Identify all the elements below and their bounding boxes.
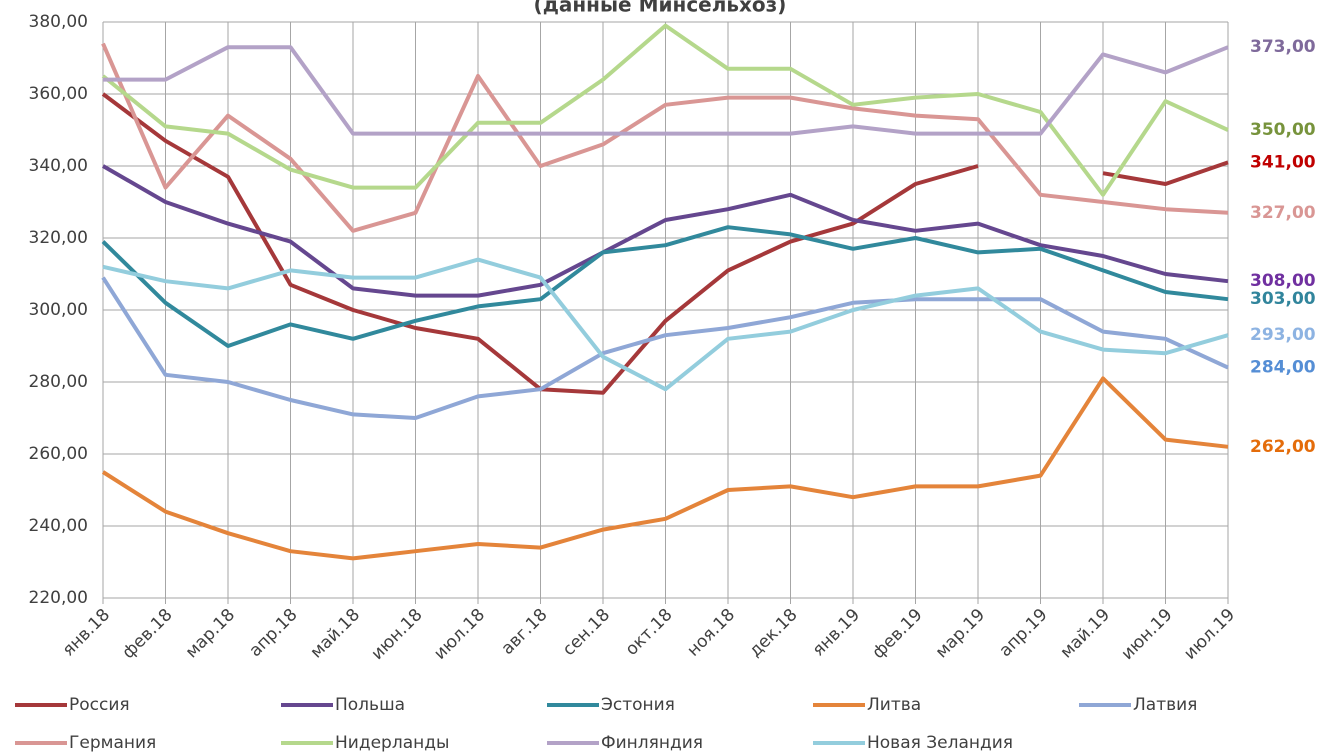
x-tick-label: мар.19 — [932, 605, 989, 662]
y-tick-label: 280,00 — [29, 372, 88, 392]
end-value-label: 341,00 — [1250, 152, 1316, 172]
x-tick-label: май.19 — [1057, 605, 1115, 663]
legend-label: Нидерланды — [335, 733, 449, 753]
x-tick-label: янв.19 — [809, 605, 864, 660]
y-tick-label: 300,00 — [29, 300, 88, 320]
x-tick-label: окт.18 — [622, 605, 677, 660]
end-value-label: 327,00 — [1250, 203, 1316, 223]
legend-label: Новая Зеландия — [867, 733, 1013, 753]
x-tick-label: апр.18 — [245, 605, 301, 661]
x-tick-label: июн.18 — [368, 605, 427, 664]
legend-label: Германия — [69, 733, 156, 753]
x-tick-label: фев.19 — [869, 605, 927, 663]
legend-label: Россия — [69, 695, 130, 715]
x-tick-label: июл.18 — [430, 605, 489, 664]
legend-label: Финляндия — [601, 733, 703, 753]
end-value-label: 262,00 — [1250, 437, 1316, 457]
end-value-label: 284,00 — [1250, 358, 1316, 378]
legend-label: Литва — [867, 695, 921, 715]
x-tick-label: фев.18 — [119, 605, 177, 663]
end-value-label: 350,00 — [1250, 120, 1316, 140]
x-tick-label: ноя.18 — [683, 605, 739, 661]
y-tick-label: 240,00 — [29, 516, 88, 536]
end-value-label: 373,00 — [1250, 37, 1316, 57]
end-value-label: 303,00 — [1250, 289, 1316, 309]
x-tick-label: дек.18 — [745, 605, 801, 661]
y-tick-label: 260,00 — [29, 444, 88, 464]
x-tick-label: июн.19 — [1118, 605, 1177, 664]
end-value-label: 308,00 — [1250, 271, 1316, 291]
x-tick-label: апр.19 — [995, 605, 1051, 661]
x-tick-label: авг.18 — [498, 605, 552, 659]
y-tick-label: 340,00 — [29, 156, 88, 176]
chart-title: (данные Минсельхоз) — [534, 0, 787, 17]
legend-label: Эстония — [601, 695, 675, 715]
x-tick-label: сен.18 — [559, 605, 614, 660]
x-tick-label: янв.18 — [59, 605, 114, 660]
y-tick-label: 220,00 — [29, 588, 88, 608]
legend-label: Польша — [335, 695, 405, 715]
chart: (данные Минсельхоз) 220,00 240,00 260,00 28… — [0, 0, 1322, 756]
x-tick-label: июл.19 — [1180, 605, 1239, 664]
end-value-label: 293,00 — [1250, 325, 1316, 345]
y-tick-label: 380,00 — [29, 12, 88, 32]
x-tick-label: мар.18 — [182, 605, 239, 662]
legend-label: Латвия — [1133, 695, 1197, 715]
y-tick-label: 320,00 — [29, 228, 88, 248]
x-tick-label: май.18 — [307, 605, 365, 663]
y-tick-label: 360,00 — [29, 84, 88, 104]
